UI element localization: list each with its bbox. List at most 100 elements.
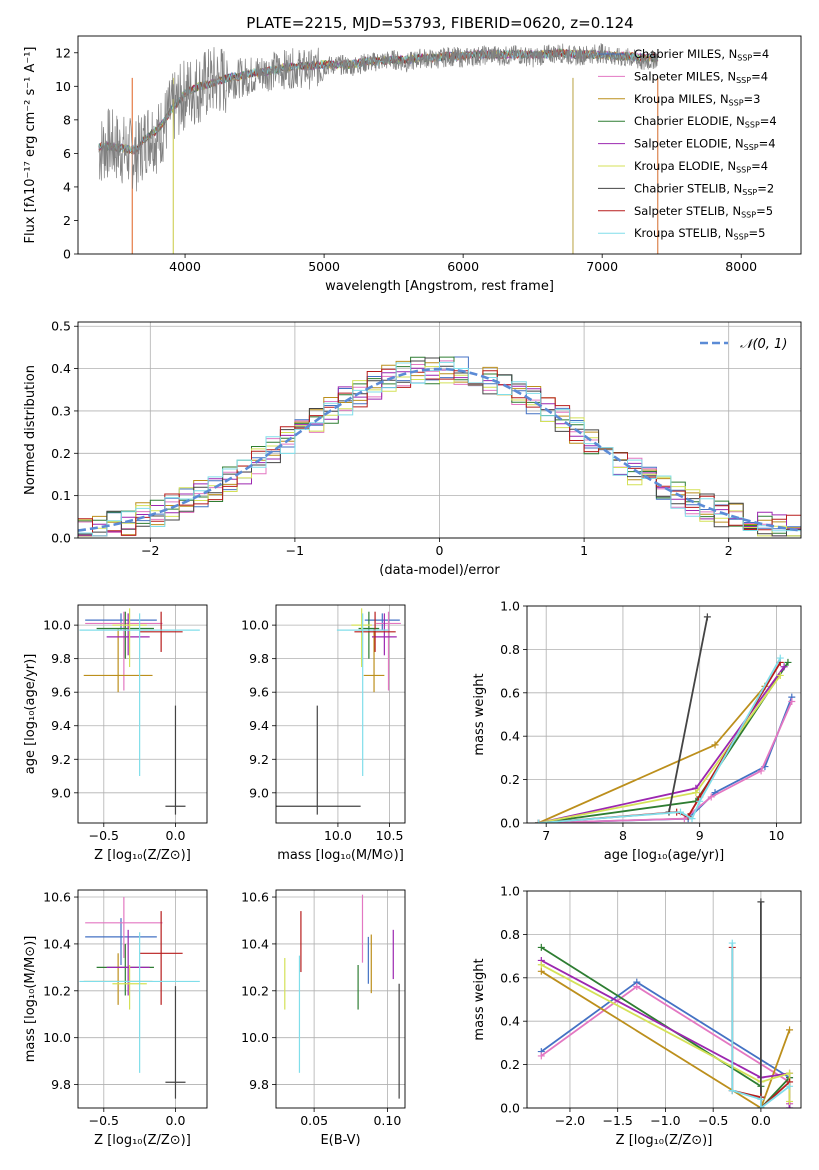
legend-name-2: Kroupa MILES, N: [634, 92, 729, 106]
chart-weight_vs_Z-frame: [526, 890, 802, 1109]
legend-sub-2: SSP: [729, 98, 744, 107]
weight_vs_age-series-2: [538, 685, 766, 823]
chart-mass_vs_Z-frame: [77, 889, 208, 1109]
legend-name-1: Salpeter MILES, N: [634, 69, 736, 83]
weight_vs_age-point-6: [703, 613, 711, 621]
chart-residuals-xlabel: (data-model)/error: [379, 563, 500, 578]
legend-name-6: Chabrier STELIB, N: [634, 181, 742, 195]
chart-mass_vs_Z-ytick-label: 10.4: [43, 936, 71, 951]
legend-sub-3: SSP: [745, 121, 760, 130]
weight_vs_Z-point-5: [786, 1097, 794, 1105]
legend-suffix-8: =5: [749, 226, 766, 240]
chart-weight_vs_age-xtick-label: 9: [696, 828, 704, 843]
chart-mass_vs_Z-xlabel: Z [log₁₀(Z/Z⊙)]: [94, 1133, 191, 1148]
chart-weight_vs_Z-ytick-label: 0.2: [500, 1057, 520, 1072]
chart-mass_vs_ebv-ytick-label: 10.6: [241, 890, 269, 905]
chart-spectrum-ytick-label: 4: [63, 179, 71, 194]
weight_vs_Z-point-1: [537, 1052, 545, 1060]
weight_vs_age-point-2: [711, 741, 719, 749]
chart-weight_vs_Z-xtick-label: −0.5: [698, 1113, 728, 1128]
legend-name-7: Salpeter STELIB, N: [634, 204, 741, 218]
legend-label-1: Salpeter MILES, NSSP=4: [634, 69, 768, 85]
chart-spectrum-ytick-label: 6: [63, 146, 71, 161]
chart-weight_vs_age-ylabel: mass weight: [472, 673, 487, 755]
chart-mass_vs_ebv-ytick-label: 9.8: [249, 1077, 269, 1092]
chart-mass_vs_ebv-ytick-label: 10.4: [241, 936, 269, 951]
spectrum-observed-line: [98, 43, 659, 192]
chart-weight_vs_age-ytick-label: 0.4: [500, 729, 520, 744]
chart-residuals: −2 −1 0 1 2 0.0 0.1 0.2 0.3 0.4 0.5 (data-model)/er…: [23, 319, 802, 578]
chart-mass_vs_Z: −0.5 0.0 9.8 10.0 10.2 10.4 10.6 Z [log₁₀(Z/Z⊙)…: [23, 889, 208, 1148]
chart-spectrum-ytick-label: 2: [63, 213, 71, 228]
weight_vs_age-point-8: [696, 797, 704, 805]
weight_vs_age-point-1: [757, 767, 765, 775]
chart-spectrum-xtick-label: 5000: [308, 259, 340, 274]
chart-residuals-xtick-label: 1: [580, 543, 588, 558]
weight_vs_Z-point-8: [728, 939, 736, 947]
weight_vs_Z-point-8: [757, 1104, 765, 1108]
legend-label-5: Kroupa ELODIE, NSSP=4: [634, 159, 768, 175]
chart-age_vs_Z-xlabel: Z [log₁₀(Z/Z⊙)]: [94, 848, 191, 863]
weight_vs_Z-point-6: [757, 898, 765, 906]
chart-weight_vs_age-ytick-label: 0.2: [500, 772, 520, 787]
chart-age_vs_mass-xlabel: mass [log₁₀(M/M⊙)]: [277, 848, 404, 863]
chart-weight_vs_age-xtick-label: 10: [768, 828, 784, 843]
weight_vs_age-point-1: [707, 793, 715, 801]
legend-label-3: Chabrier ELODIE, NSSP=4: [634, 114, 777, 130]
legend-sub-6: SSP: [742, 188, 757, 197]
chart-age_vs_Z-frame: [77, 604, 208, 824]
chart-spectrum-frame: [77, 35, 802, 255]
chart-spectrum-xtick-label: 4000: [169, 259, 201, 274]
chart-residuals-frame: [77, 321, 802, 539]
chart-weight_vs_age-ytick-label: 0.8: [500, 642, 520, 657]
chart-mass_vs_ebv-xtick-label: 0.10: [373, 1113, 401, 1128]
legend-suffix-5: =4: [751, 159, 768, 173]
legend-name-3: Chabrier ELODIE, N: [634, 114, 745, 128]
legend-label-0: Chabrier MILES, NSSP=4: [634, 47, 769, 63]
residual-hist-8: [78, 361, 801, 537]
weight_vs_age-point-5: [776, 671, 784, 679]
chart-mass_vs_ebv-xlabel: E(B-V): [320, 1133, 360, 1148]
chart-residuals-ytick-label: 0.0: [51, 531, 71, 546]
chart-weight_vs_Z-ytick-label: 0.6: [500, 970, 520, 985]
chart-mass_vs_ebv: 0.05 0.10 9.8 10.0 10.2 10.4 10.6 E(B-V): [241, 889, 406, 1148]
weight_vs_age-series-0: [538, 696, 793, 823]
legend-suffix-2: =3: [744, 92, 761, 106]
chart-age_vs_Z-ytick-label: 9.2: [51, 752, 71, 767]
chart-spectrum-xlabel: wavelength [Angstrom, rest frame]: [325, 279, 554, 294]
weight_vs_age-point-8: [535, 819, 543, 823]
legend-suffix-6: =2: [757, 181, 774, 195]
weight_vs_age-series-5: [538, 674, 782, 823]
chart-residuals-xtick-label: 2: [725, 543, 733, 558]
chart-age_vs_mass-ytick-label: 9.8: [249, 651, 269, 666]
legend-label-4: Salpeter ELODIE, NSSP=4: [634, 137, 776, 153]
chart-residuals-ytick-label: 0.1: [51, 488, 71, 503]
weight_vs_age-point-1: [680, 815, 688, 823]
legend-suffix-3: =4: [760, 114, 777, 128]
chart-mass_vs_Z-ylabel: mass [log₁₀(M/M⊙)]: [23, 936, 38, 1063]
chart-mass_vs_ebv-frame: [275, 889, 406, 1109]
chart-age_vs_mass-ytick-label: 9.0: [249, 785, 269, 800]
chart-weight_vs_Z-xtick-label: 0.0: [751, 1113, 771, 1128]
chart-weight_vs_Z-xlabel: Z [log₁₀(Z/Z⊙)]: [616, 1133, 713, 1148]
chart-spectrum-xtick-label: 6000: [447, 259, 479, 274]
figure-title: PLATE=2215, MJD=53793, FIBERID=0620, z=0…: [246, 14, 633, 32]
chart-spectrum-ytick-label: 0: [63, 247, 71, 262]
chart-age_vs_Z-ylabel: age [log₁₀(age/yr)]: [23, 654, 38, 775]
weight_vs_Z-point-4: [786, 1104, 794, 1108]
chart-age_vs_Z-ytick-label: 9.8: [51, 651, 71, 666]
chart-age_vs_Z-ytick-label: 9.0: [51, 785, 71, 800]
chart-age_vs_Z-xtick-label: 0.0: [166, 828, 186, 843]
chart-spectrum-ytick-label: 12: [55, 45, 71, 60]
weight_vs_Z-point-5: [786, 1069, 794, 1077]
legend-sub-4: SSP: [744, 143, 759, 152]
gauss-legend-label: 𝒩(0, 1): [740, 337, 787, 352]
chart-spectrum-xtick-label: 7000: [586, 259, 618, 274]
chart-age_vs_Z-plot-area: [79, 608, 200, 815]
chart-weight_vs_age-ytick-label: 1.0: [500, 599, 520, 614]
chart-mass_vs_ebv-xtick-label: 0.05: [300, 1113, 328, 1128]
chart-age_vs_mass-xtick-label: 10.5: [376, 828, 404, 843]
weight_vs_age-series-8: [538, 657, 782, 823]
residual-hist-7: [78, 368, 801, 537]
